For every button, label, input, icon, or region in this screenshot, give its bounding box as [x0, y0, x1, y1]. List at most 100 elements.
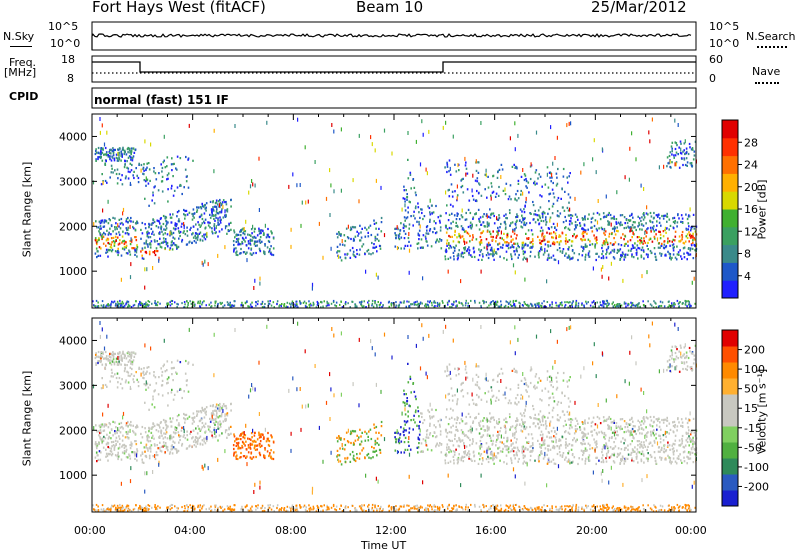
power-pixel [95, 159, 97, 162]
power-pixel [492, 212, 495, 215]
power-pixel [99, 225, 102, 228]
power-pixel [421, 211, 423, 215]
power-pixel [358, 199, 360, 204]
power-pixel [421, 119, 423, 124]
power-pixel [363, 305, 365, 308]
power-pixel [650, 215, 653, 218]
velocity-pixel [114, 421, 116, 424]
power-pixel [96, 250, 99, 253]
power-pixel [465, 218, 468, 221]
power-pixel [548, 232, 551, 235]
power-pixel [665, 215, 668, 218]
power-pixel [553, 196, 556, 199]
velocity-pixel [118, 358, 120, 361]
velocity-pixel [147, 440, 150, 443]
power-pixel [193, 212, 195, 215]
velocity-pixel [631, 427, 634, 431]
velocity-pixel [607, 417, 610, 420]
power-pixel [500, 222, 502, 226]
power-pixel [612, 217, 614, 220]
velocity-pixel [203, 408, 206, 411]
velocity-pixel [542, 424, 545, 427]
velocity-pixel [171, 448, 174, 451]
power-pixel [153, 202, 156, 205]
power-pixel [104, 179, 107, 183]
velocity-pixel [454, 450, 456, 454]
power-pixel [474, 199, 477, 202]
velocity-pixel [514, 432, 516, 435]
velocity-pixel [398, 438, 400, 441]
velocity-pixel [624, 447, 626, 450]
power-pixel [98, 230, 100, 233]
power-pixel [644, 241, 647, 244]
power-pixel [337, 254, 340, 259]
power-pixel [270, 245, 272, 248]
power-pixel [288, 184, 290, 189]
power-pixel [584, 231, 586, 234]
power-pixel [556, 135, 558, 140]
velocity-pixel [170, 420, 173, 423]
velocity-pixel [174, 447, 176, 451]
power-pixel [538, 222, 541, 225]
velocity-pixel [95, 355, 98, 358]
power-pixel [672, 238, 675, 241]
power-pixel [478, 248, 480, 251]
power-pixel [209, 200, 212, 203]
power-pixel [474, 299, 476, 302]
power-pixel [494, 300, 497, 303]
velocity-pixel [97, 430, 100, 433]
power-pixel [120, 150, 122, 153]
power-pixel [453, 255, 455, 258]
power-pixel [483, 246, 486, 249]
power-pixel [663, 305, 666, 308]
power-pixel [226, 210, 229, 213]
velocity-pixel [672, 447, 675, 450]
power-pixel [444, 166, 446, 169]
power-pixel [662, 217, 665, 220]
power-pixel [572, 256, 574, 259]
power-pixel [144, 267, 146, 272]
power-scatter [92, 117, 698, 309]
power-pixel [356, 230, 358, 233]
power-pixel [594, 244, 596, 249]
power-pixel [522, 246, 525, 249]
power-pixel [497, 194, 500, 197]
power-pixel [542, 253, 545, 256]
velocity-pixel [116, 363, 119, 366]
velocity-pixel [214, 406, 217, 409]
velocity-pixel [367, 435, 369, 438]
power-pixel [455, 300, 457, 303]
power-pixel [302, 301, 305, 304]
power-pixel [603, 227, 606, 231]
power-pixel [634, 242, 636, 245]
velocity-pixel [613, 441, 615, 444]
power-pixel [689, 305, 691, 308]
power-pixel [371, 302, 374, 305]
velocity-pixel [201, 406, 203, 409]
power-pixel [469, 221, 472, 224]
velocity-pixel [207, 425, 209, 428]
power-pixel [227, 229, 230, 232]
velocity-pixel [127, 420, 129, 424]
power-pixel [456, 254, 459, 257]
power-pixel [472, 236, 474, 239]
power-pixel [687, 300, 690, 303]
power-pixel [259, 276, 261, 281]
power-pixel [539, 229, 542, 233]
power-pixel [465, 172, 467, 177]
power-pixel [444, 306, 446, 309]
power-pixel [564, 190, 566, 193]
velocity-pixel [590, 430, 592, 433]
power-pixel [105, 251, 107, 254]
power-pixel [485, 213, 488, 216]
power-pixel [649, 303, 652, 306]
power-pixel [654, 301, 656, 304]
velocity-pixel [141, 451, 144, 454]
velocity-pixel [587, 432, 589, 435]
power-pixel [203, 236, 205, 239]
power-pixel [125, 246, 127, 249]
velocity-pixel [214, 423, 216, 426]
power-pixel [462, 304, 464, 307]
velocity-pixel [124, 355, 126, 358]
velocity-pixel [130, 444, 133, 447]
